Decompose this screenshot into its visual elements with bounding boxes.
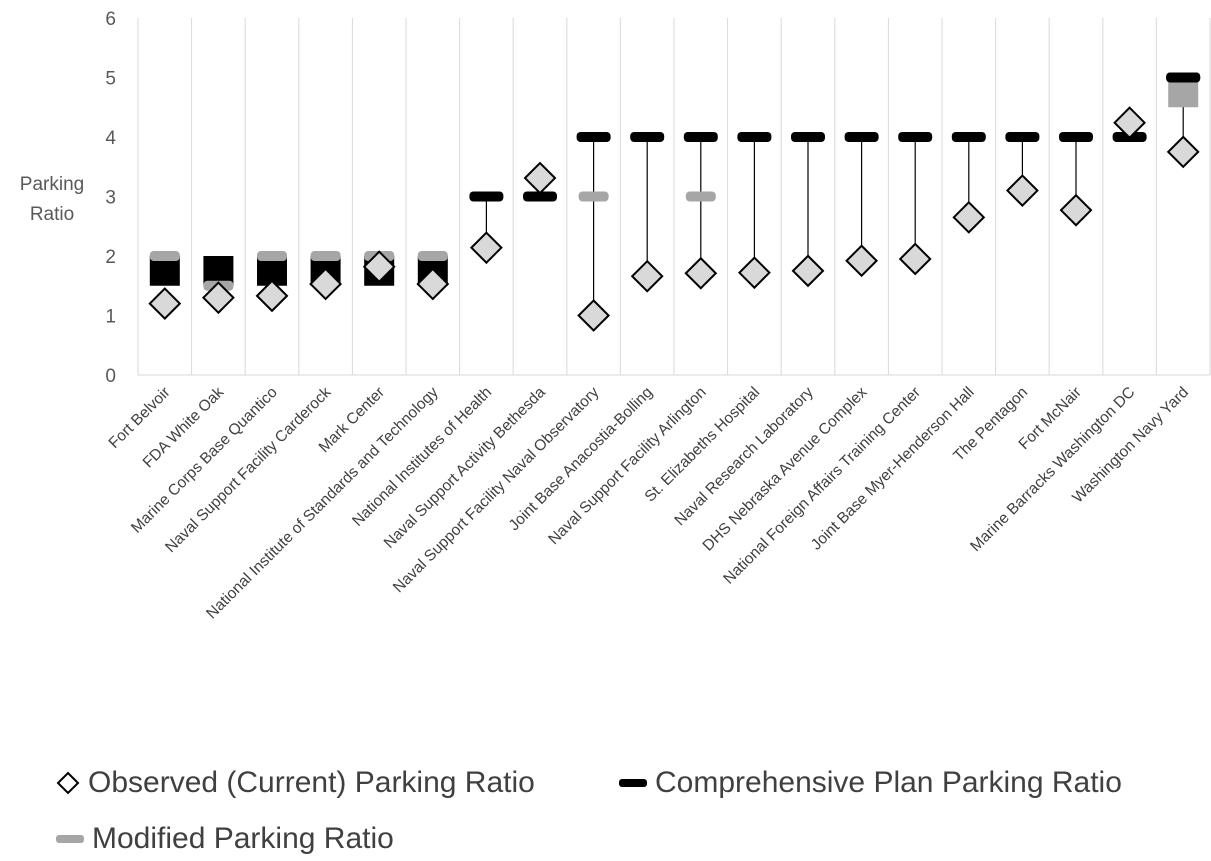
y-tick-label: 2 (105, 247, 116, 268)
observed-point (1005, 174, 1039, 207)
observed-point (201, 281, 235, 315)
observed-point (148, 287, 182, 321)
modified-range (1168, 82, 1199, 108)
observed-point (309, 267, 343, 301)
comprehensive-series (149, 72, 1201, 286)
y-tick-label: 5 (105, 69, 116, 90)
observed-point (1113, 106, 1147, 140)
comprehensive-mark (576, 132, 611, 142)
comprehensive-mark (1166, 72, 1201, 83)
legend-item-modified: Modified Parking Ratio (54, 822, 394, 856)
modified-mark (417, 251, 448, 261)
y-tick-label: 0 (105, 366, 116, 387)
comprehensive-mark (737, 132, 772, 142)
legend-label-comprehensive: Comprehensive Plan Parking Ratio (655, 766, 1122, 799)
comprehensive-mark (523, 191, 557, 202)
y-axis-label: Parking (20, 174, 84, 195)
grid (137, 18, 1211, 376)
comprehensive-mark (683, 132, 718, 142)
observed-point (684, 256, 718, 290)
comprehensive-mark (791, 132, 825, 142)
observed-point (898, 242, 932, 276)
comprehensive-mark (469, 191, 504, 202)
gray-bar-marker-icon (56, 835, 84, 843)
legend: Observed (Current) Parking Ratio Compreh… (0, 760, 1211, 861)
observed-point (523, 161, 557, 195)
legend-label-observed: Observed (Current) Parking Ratio (88, 766, 535, 799)
y-tick-label: 4 (105, 128, 116, 149)
comprehensive-mark (630, 132, 665, 142)
diamond-marker-icon (56, 771, 80, 795)
observed-point (791, 254, 825, 288)
modified-mark (257, 251, 287, 261)
y-axis-label-line-2: Ratio (30, 204, 74, 225)
observed-point (255, 279, 289, 313)
legend-item-observed: Observed (Current) Parking Ratio (54, 766, 535, 800)
observed-point (737, 256, 771, 290)
observed-point (1059, 193, 1093, 227)
x-tick-label: National Foreign Affairs Training Center (720, 384, 924, 588)
comprehensive-mark (898, 132, 933, 142)
comprehensive-mark (951, 132, 986, 142)
legend-label-modified: Modified Parking Ratio (92, 822, 394, 855)
comprehensive-mark (1005, 132, 1040, 142)
observed-point (630, 259, 664, 293)
black-bar-marker-icon (619, 779, 647, 787)
observed-point (845, 244, 879, 278)
modified-mark (310, 251, 341, 261)
modified-mark (685, 191, 716, 202)
observed-point (1166, 135, 1200, 169)
y-axis-ticks: 0 1 2 3 4 5 6 (105, 9, 116, 387)
y-tick-label: 6 (105, 9, 116, 30)
y-tick-label: 1 (105, 307, 116, 328)
observed-series (148, 106, 1200, 332)
legend-item-comprehensive: Comprehensive Plan Parking Ratio (617, 766, 1122, 800)
observed-point (469, 231, 503, 265)
comprehensive-mark (844, 132, 879, 142)
observed-point (577, 299, 611, 332)
observed-point (362, 250, 396, 284)
comprehensive-mark (1059, 132, 1093, 142)
observed-point (952, 200, 986, 234)
y-tick-label: 3 (105, 188, 116, 209)
modified-mark (149, 251, 180, 261)
observed-point (416, 267, 450, 301)
modified-mark (578, 191, 609, 202)
